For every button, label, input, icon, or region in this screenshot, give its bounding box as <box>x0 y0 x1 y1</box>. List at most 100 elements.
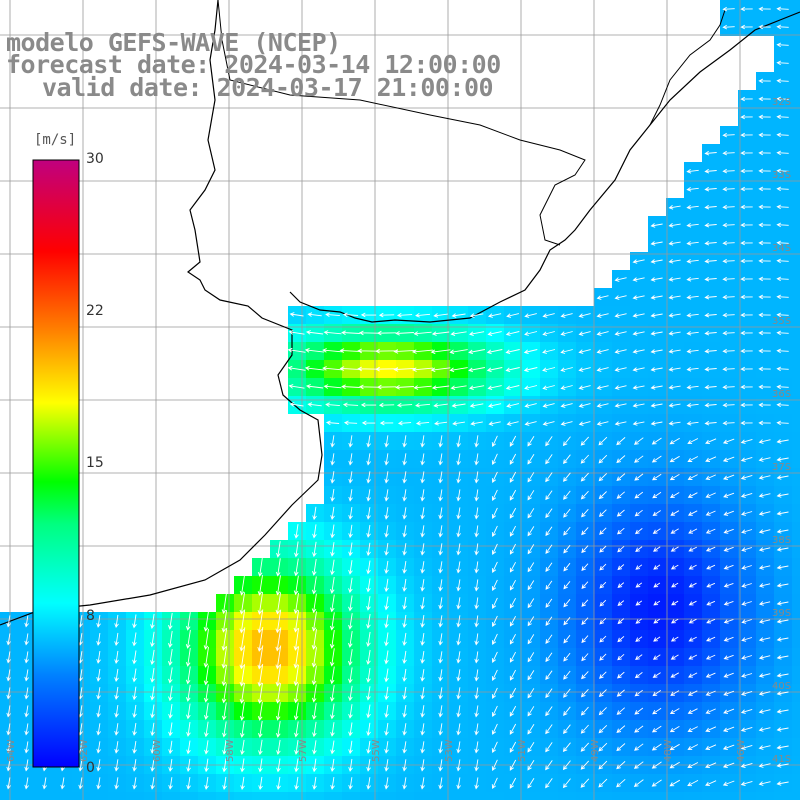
wind-arrow <box>384 759 389 772</box>
wind-arrow <box>616 671 625 679</box>
wind-arrow <box>527 508 535 519</box>
wind-arrow <box>740 204 753 210</box>
wind-arrow <box>78 759 83 772</box>
wind-arrow <box>614 349 627 354</box>
longitude-label: 57W <box>298 739 309 762</box>
wind-arrow <box>758 457 771 462</box>
wind-cell <box>792 432 800 450</box>
wind-arrow <box>669 437 680 445</box>
wind-arrow <box>384 543 389 556</box>
wind-arrow <box>545 652 553 663</box>
wind-arrow <box>632 349 645 354</box>
wind-arrow <box>491 435 498 448</box>
wind-arrow <box>239 702 245 721</box>
wind-arrow <box>204 721 209 738</box>
wind-arrow <box>545 454 553 465</box>
wind-arrow <box>633 779 644 787</box>
wind-cell <box>576 792 594 800</box>
wind-arrow <box>456 759 461 772</box>
wind-arrow <box>740 276 753 282</box>
wind-arrow <box>456 723 461 736</box>
wind-arrow <box>580 724 589 734</box>
latitude-label: 37S <box>772 462 791 473</box>
wind-arrow <box>580 778 590 788</box>
wind-arrow <box>411 367 434 372</box>
wind-arrow <box>650 313 663 318</box>
wind-arrow <box>330 453 335 466</box>
wind-arrow <box>474 597 479 610</box>
wind-arrow <box>545 634 553 644</box>
wind-arrow <box>509 669 516 681</box>
wind-arrow <box>312 541 317 558</box>
wind-arrow <box>599 527 607 535</box>
wind-arrow <box>96 741 101 754</box>
wind-arrow <box>776 583 789 588</box>
wind-arrow <box>758 439 771 444</box>
wind-arrow <box>776 42 789 48</box>
wind-cell <box>54 792 72 800</box>
wind-arrow <box>168 704 173 719</box>
wind-arrow <box>325 312 340 317</box>
wind-arrow <box>384 525 389 538</box>
wind-cell <box>756 792 774 800</box>
wind-arrow <box>598 760 608 770</box>
wind-arrow <box>24 687 29 700</box>
wind-arrow <box>397 420 412 426</box>
wind-arrow <box>150 631 155 648</box>
wind-arrow <box>342 402 359 408</box>
wind-arrow <box>402 614 407 629</box>
wind-arrow <box>311 703 317 720</box>
wind-arrow <box>651 455 662 463</box>
wind-arrow <box>616 527 625 535</box>
wind-arrow <box>740 168 753 174</box>
wind-arrow <box>635 582 643 588</box>
wind-arrow <box>348 507 353 520</box>
wind-arrow <box>705 474 716 480</box>
coastline-path <box>0 0 323 626</box>
wind-arrow <box>740 708 753 714</box>
wind-arrow <box>686 403 699 408</box>
wind-arrow <box>167 613 173 630</box>
wind-arrow <box>776 186 789 192</box>
wind-arrow <box>449 367 468 373</box>
wind-arrow <box>451 403 466 408</box>
wind-arrow <box>616 743 626 752</box>
wind-arrow <box>523 367 538 373</box>
wind-arrow <box>704 294 717 300</box>
wind-arrow <box>670 528 679 534</box>
wind-arrow <box>204 758 209 773</box>
wind-arrow <box>222 721 227 738</box>
wind-arrow <box>456 597 461 610</box>
wind-arrow <box>687 492 698 498</box>
wind-arrow <box>599 617 607 625</box>
wind-cell <box>558 792 576 800</box>
wind-arrow <box>669 779 681 787</box>
wind-cell <box>630 792 648 800</box>
wind-arrow <box>650 241 663 246</box>
wind-arrow <box>668 367 681 372</box>
wind-arrow <box>415 313 431 318</box>
wind-arrow <box>366 596 371 611</box>
wind-arrow <box>581 599 589 607</box>
wind-arrow <box>24 651 29 664</box>
wind-arrow <box>722 402 735 408</box>
wind-arrow <box>668 313 681 318</box>
wind-arrow <box>491 687 498 699</box>
wind-arrow <box>578 403 591 408</box>
wind-arrow <box>776 511 789 516</box>
wind-arrow <box>580 688 589 698</box>
wind-arrow <box>614 277 627 282</box>
wind-arrow <box>634 672 643 679</box>
wind-arrow <box>758 727 771 732</box>
wind-arrow <box>491 723 498 735</box>
wind-arrow <box>580 490 589 500</box>
wind-arrow <box>563 634 571 644</box>
lagoon-patos <box>649 9 726 126</box>
wind-arrow <box>704 276 717 282</box>
wind-arrow <box>293 628 300 651</box>
wind-arrow <box>366 759 371 772</box>
wind-arrow <box>150 668 155 683</box>
wind-arrow <box>239 627 246 652</box>
wind-arrow <box>758 547 771 552</box>
wind-arrow <box>740 366 753 372</box>
